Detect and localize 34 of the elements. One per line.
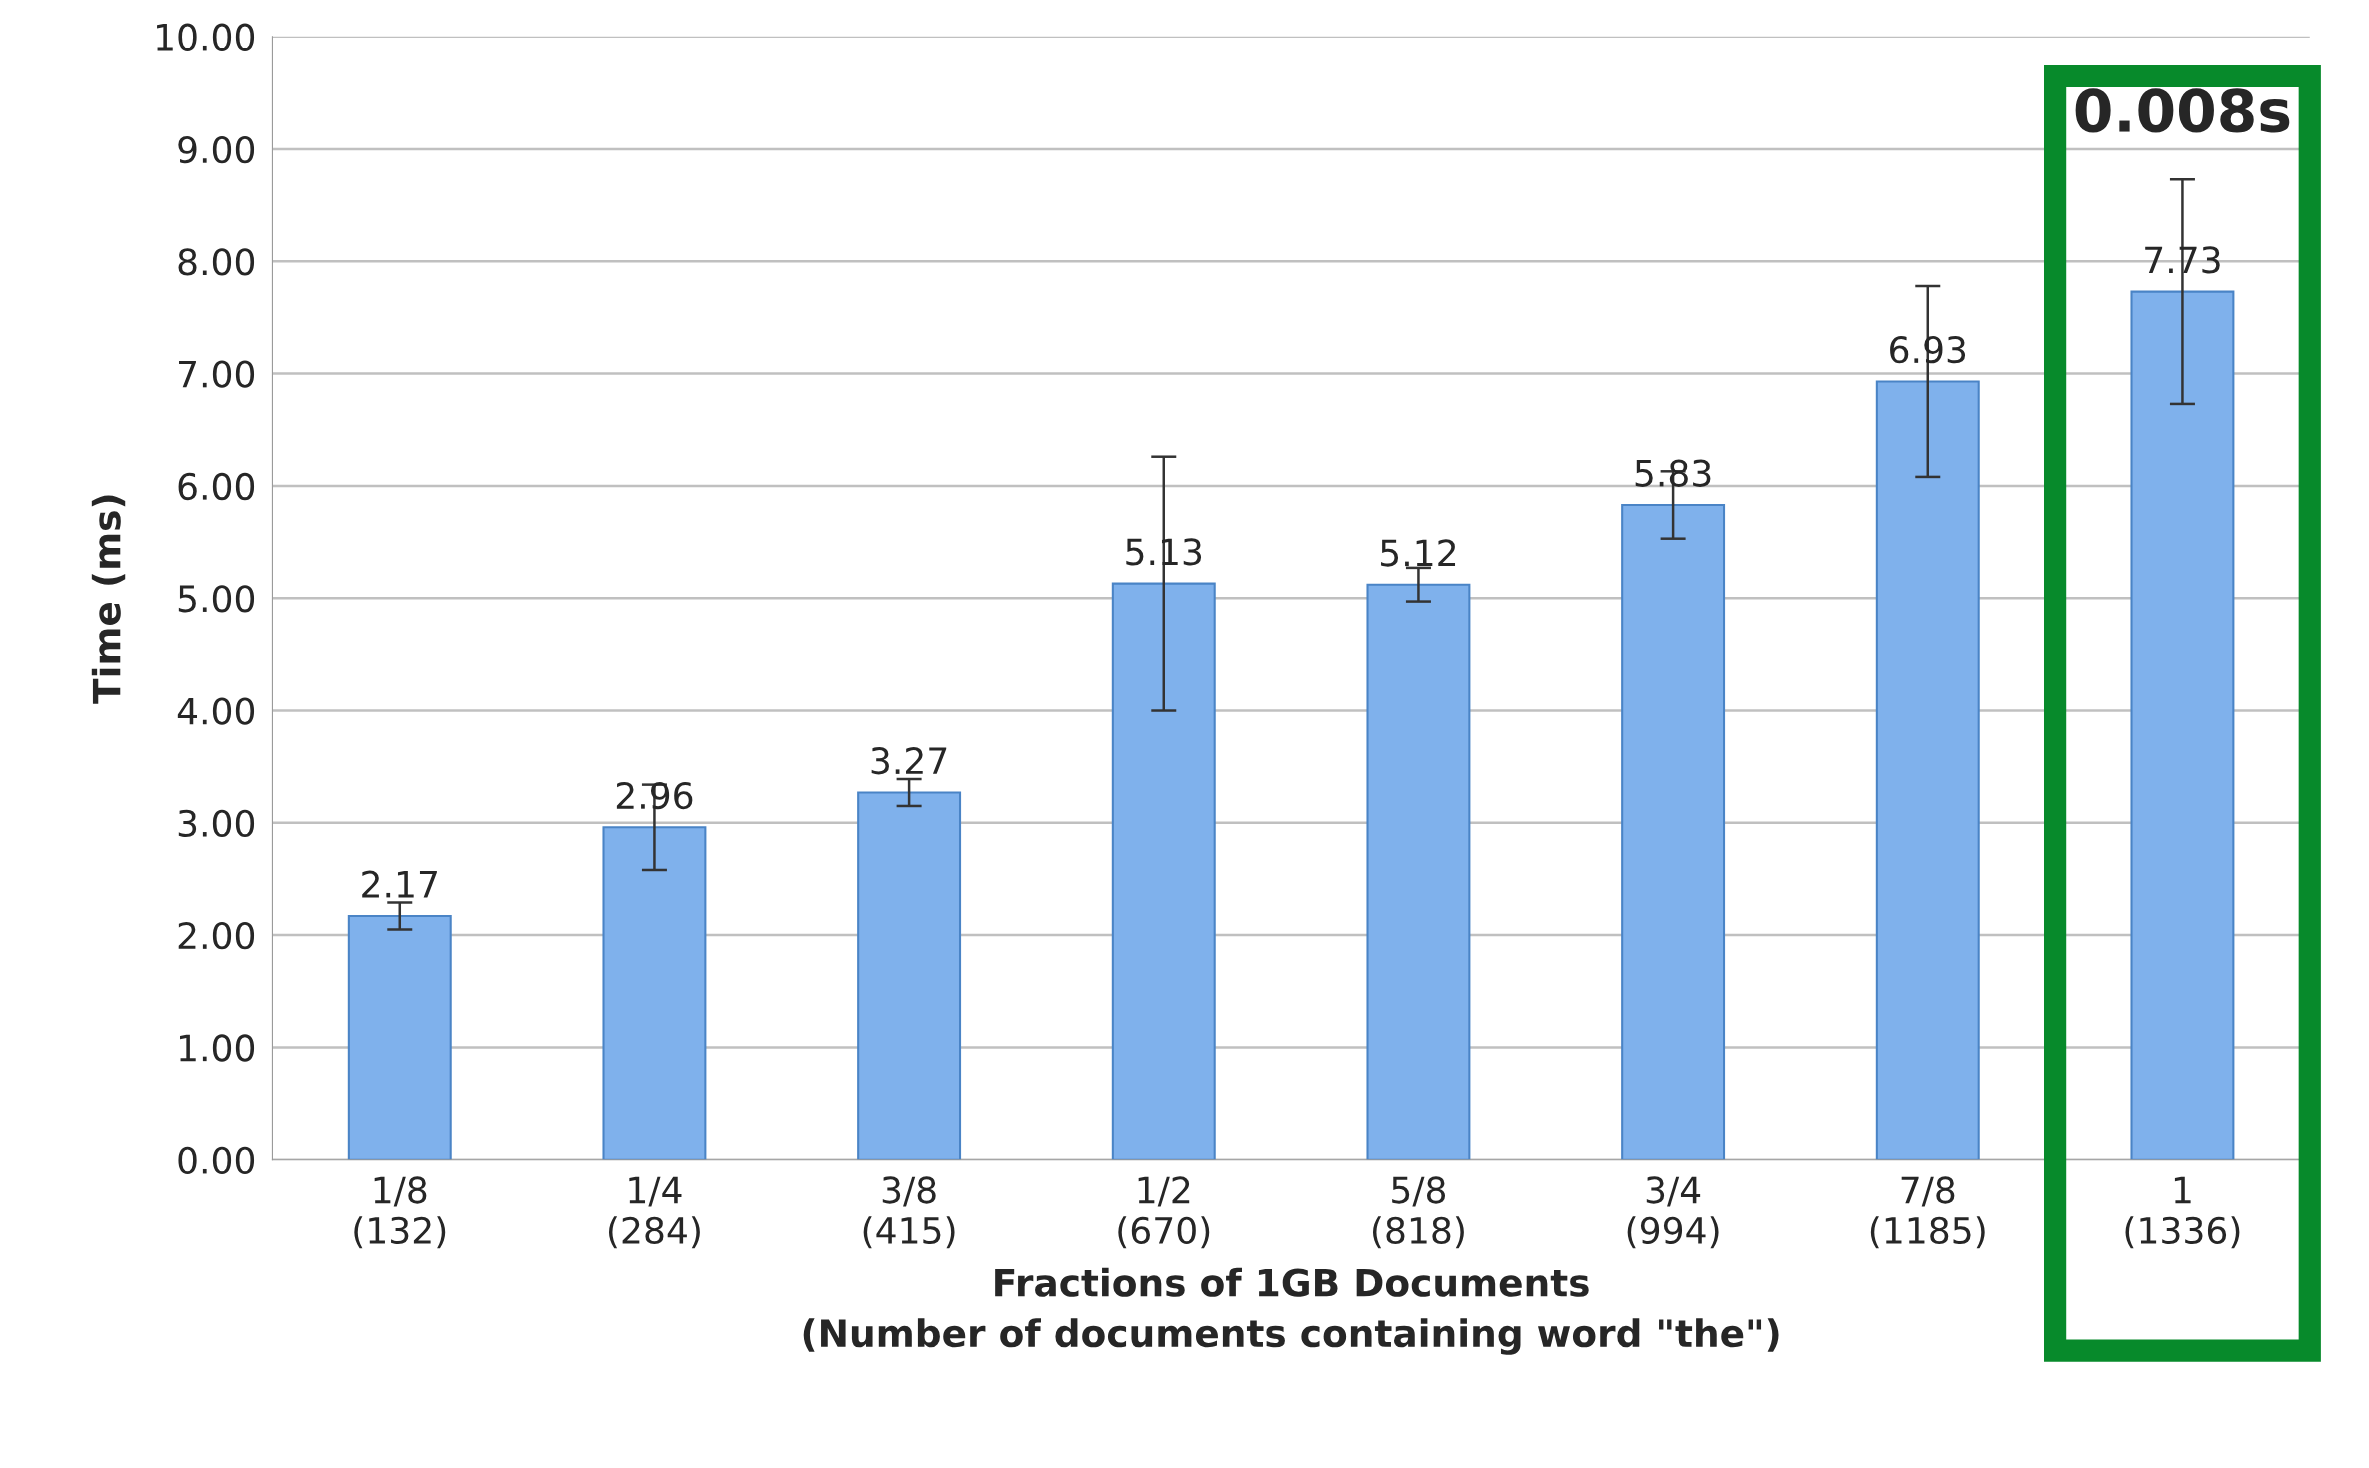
y-tick-label: 2.00 — [178, 922, 255, 950]
y-tick-label: 1.00 — [180, 1034, 255, 1062]
x-tick-label: 1/2 (670) — [1118, 1176, 1210, 1249]
data-label: 3.27 — [871, 747, 947, 775]
x-tick-label: 7/8 (1185) — [1870, 1176, 1985, 1249]
bar — [1111, 582, 1216, 1160]
y-tick-label: 5.00 — [178, 585, 255, 613]
x-axis-title: Fractions of 1GB Documents (Number of documents containing word "the") — [803, 1267, 1779, 1355]
x-tick-label: 1/4 (284) — [608, 1176, 700, 1249]
x-tick-label: 5/8 (818) — [1372, 1176, 1464, 1249]
x-tick-label: 1/8 (132) — [354, 1176, 446, 1249]
y-tick-label: 3.00 — [178, 809, 255, 838]
data-label: 2.17 — [362, 870, 437, 898]
data-label: 5.12 — [1381, 539, 1456, 567]
bar — [857, 791, 962, 1160]
y-tick-label: 9.00 — [178, 135, 255, 164]
bar — [1621, 503, 1726, 1160]
data-label: 5.83 — [1635, 459, 1711, 487]
y-tick-label: 8.00 — [178, 248, 255, 276]
x-tick-label: 3/8 (415) — [863, 1176, 955, 1249]
annotation: 0.008s — [2075, 88, 2290, 133]
y-tick-label: 7.00 — [179, 360, 255, 388]
y-tick-label: 6.00 — [178, 472, 255, 501]
bar — [1366, 583, 1471, 1160]
bar — [347, 914, 452, 1160]
y-tick-label: 0.00 — [178, 1146, 255, 1174]
bar — [2130, 290, 2235, 1160]
x-tick-label: 1 (1336) — [2125, 1176, 2240, 1249]
bar — [602, 826, 707, 1160]
y-tick-label: 4.00 — [177, 697, 255, 725]
y-tick-label: 10.00 — [157, 23, 255, 51]
x-tick-label: 3/4 (994) — [1627, 1176, 1719, 1249]
y-axis-title: Time (ms) — [91, 495, 126, 704]
bar — [1875, 380, 1980, 1160]
